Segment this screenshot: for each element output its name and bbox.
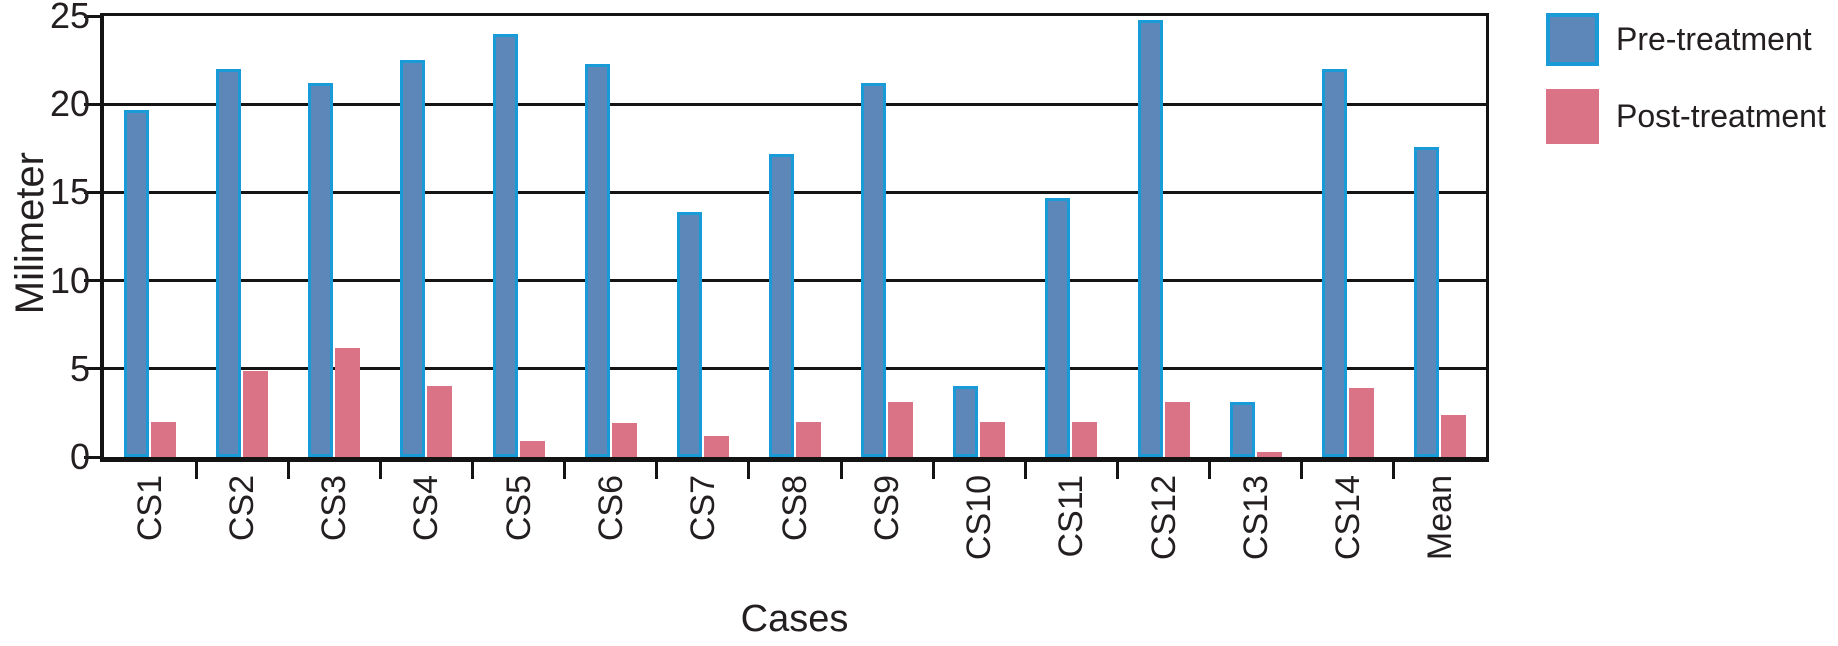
legend-swatch-pre-treatment — [1546, 13, 1599, 66]
gridline-5 — [104, 367, 1486, 371]
x-tick-label-cs9: CS9 — [868, 475, 907, 542]
bar-pre-cs2 — [216, 68, 242, 457]
legend: Pre-treatment Post-treatment — [1546, 0, 1838, 160]
gridline-10 — [104, 279, 1486, 283]
y-tick-5 — [84, 367, 100, 371]
bar-post-cs3 — [335, 347, 361, 457]
bar-post-cs6 — [611, 423, 637, 457]
x-tick-label-cs2: CS2 — [223, 475, 262, 542]
bar-pre-mean — [1413, 146, 1439, 457]
y-tick-15 — [84, 190, 100, 194]
bar-post-mean — [1440, 414, 1466, 457]
y-tick-25 — [84, 14, 100, 18]
x-tick-11 — [1115, 462, 1119, 479]
bar-pre-cs8 — [769, 153, 794, 457]
x-tick-label-cs7: CS7 — [683, 475, 722, 542]
bar-pre-cs7 — [676, 211, 702, 457]
x-tick-4 — [471, 462, 475, 479]
bar-post-cs11 — [1072, 421, 1098, 457]
x-tick-7 — [747, 462, 751, 479]
x-tick-10 — [1023, 462, 1027, 479]
x-tick-3 — [378, 462, 382, 479]
bar-pre-cs10 — [953, 386, 979, 457]
x-tick-label-cs14: CS14 — [1328, 475, 1367, 561]
bar-post-cs13 — [1256, 451, 1282, 457]
gridline-15 — [104, 190, 1486, 194]
plot-area: 0 5 10 15 20 25 CS1 CS2 CS3 CS4 CS5 CS6 CS7 CS8 CS9 CS1… — [50, 0, 1489, 560]
x-tick-12 — [1208, 462, 1212, 479]
bar-pre-cs9 — [861, 83, 887, 457]
legend-label-post-treatment: Post-treatment — [1616, 98, 1826, 134]
bar-pre-cs5 — [492, 33, 518, 457]
bar-pre-cs12 — [1137, 19, 1163, 457]
y-tick-label-15: 15 — [49, 171, 90, 213]
x-tick-label-cs10: CS10 — [960, 475, 999, 561]
x-tick-label-cs11: CS11 — [1052, 475, 1091, 558]
y-tick-label-10: 10 — [49, 259, 90, 301]
bar-pre-cs3 — [308, 83, 334, 457]
x-tick-13 — [1300, 462, 1304, 479]
x-tick-label-cs1: CS1 — [131, 475, 170, 542]
bar-post-cs12 — [1164, 402, 1190, 457]
bar-pre-cs13 — [1229, 402, 1255, 457]
y-tick-label-25: 25 — [49, 0, 90, 36]
x-tick-9 — [931, 462, 935, 479]
x-tick-label-mean: Mean — [1420, 475, 1459, 561]
bar-pre-cs4 — [400, 60, 426, 457]
bar-post-cs4 — [427, 386, 453, 457]
x-tick-1 — [194, 462, 198, 479]
x-tick-6 — [655, 462, 659, 479]
x-tick-label-cs8: CS8 — [776, 475, 814, 542]
x-tick-14 — [1392, 462, 1396, 479]
y-tick-20 — [84, 102, 100, 106]
bar-post-cs9 — [888, 402, 914, 457]
y-tick-label-20: 20 — [49, 83, 90, 125]
legend-swatch-post-treatment — [1546, 89, 1599, 144]
y-tick-label-5: 5 — [69, 347, 90, 389]
x-tick-label-cs5: CS5 — [499, 475, 538, 542]
bar-pre-cs14 — [1321, 68, 1347, 457]
x-tick-label-cs3: CS3 — [315, 475, 354, 542]
bar-post-cs1 — [151, 421, 177, 457]
bar-post-cs10 — [980, 421, 1006, 457]
bar-pre-cs1 — [124, 109, 150, 457]
bar-post-cs14 — [1348, 388, 1374, 457]
x-tick-2 — [286, 462, 290, 479]
bar-post-cs2 — [243, 370, 269, 457]
x-tick-5 — [563, 462, 567, 479]
x-tick-label-cs13: CS13 — [1236, 475, 1275, 561]
bar-pre-cs6 — [584, 63, 610, 457]
x-tick-label-cs4: CS4 — [407, 475, 446, 542]
x-tick-label-cs6: CS6 — [591, 475, 630, 542]
x-tick-8 — [839, 462, 843, 479]
bar-post-cs7 — [703, 435, 729, 457]
gridline-20 — [104, 102, 1486, 106]
bar-post-cs5 — [519, 441, 545, 457]
x-tick-label-cs12: CS12 — [1144, 475, 1183, 561]
y-tick-0 — [84, 455, 100, 459]
bar-post-cs8 — [796, 421, 821, 457]
x-axis-title: Cases — [740, 598, 849, 640]
bar-pre-cs11 — [1045, 197, 1071, 457]
y-tick-10 — [84, 279, 100, 283]
legend-label-pre-treatment: Pre-treatment — [1616, 21, 1812, 57]
y-tick-label-0: 0 — [69, 436, 90, 477]
